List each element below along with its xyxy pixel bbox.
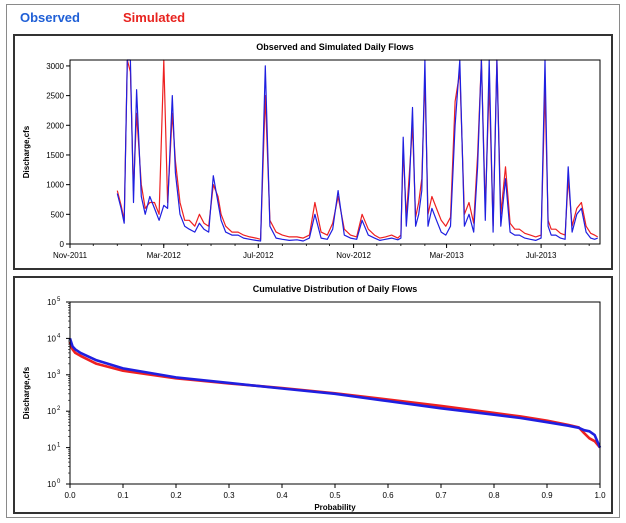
- x-tick-label-0-4: 0.4: [276, 491, 288, 500]
- y-tick-label-500: 500: [51, 210, 65, 219]
- x-tick-label-jul-2012: Jul-2012: [243, 251, 274, 260]
- y-tick-label-exponent-2: 2: [57, 406, 61, 412]
- x-tick-label-mar-2012: Mar-2012: [147, 251, 182, 260]
- daily-flows-chart-panel: Observed and Simulated Daily Flows 0 500 10…: [13, 34, 613, 270]
- x-tick-label-0-7: 0.7: [435, 491, 447, 500]
- y-tick-label-1000: 1000: [46, 181, 64, 190]
- x-tick-label-0-2: 0.2: [170, 491, 182, 500]
- cumulative-distribution-chart: Cumulative Distribution of Daily Flows10…: [22, 284, 606, 512]
- chart-title: Cumulative Distribution of Daily Flows: [253, 284, 418, 294]
- y-tick-label-base: 10: [47, 371, 56, 380]
- y-tick-label-exponent-5: 5: [57, 297, 61, 303]
- y-tick-label-base: 10: [47, 480, 56, 489]
- chart-title: Observed and Simulated Daily Flows: [256, 42, 414, 52]
- y-axis-title: Discharge,cfs: [22, 125, 31, 178]
- x-tick-label-nov-2011: Nov-2011: [53, 251, 88, 260]
- plot-area-border: [69, 59, 601, 245]
- y-tick-label-2000: 2000: [46, 121, 64, 130]
- x-tick-label-0-5: 0.5: [329, 491, 341, 500]
- y-tick-label-2500: 2500: [46, 92, 64, 101]
- x-tick-label-0-1: 0.1: [117, 491, 129, 500]
- legend-simulated-label: Simulated: [123, 10, 186, 25]
- series-line-observed: [68, 338, 602, 449]
- y-tick-label-base: 10: [47, 298, 56, 307]
- y-tick-label-exponent-1: 1: [57, 443, 61, 449]
- cumulative-distribution-chart-panel: Cumulative Distribution of Daily Flows 10…: [13, 276, 613, 514]
- y-axis-title: Discharge,cfs: [22, 366, 31, 419]
- y-tick-label-1500: 1500: [46, 151, 64, 160]
- x-tick-label-0-8: 0.8: [488, 491, 500, 500]
- x-axis-title: Probability: [314, 503, 356, 512]
- x-tick-label-nov-2012: Nov-2012: [336, 251, 371, 260]
- series-line-observed: [116, 59, 598, 242]
- y-tick-label-exponent-3: 3: [57, 370, 61, 376]
- x-tick-label-0-3: 0.3: [223, 491, 235, 500]
- y-tick-label-exponent-0: 0: [57, 479, 61, 485]
- daily-flows-chart: Observed and Simulated Daily Flows 0 500 10…: [22, 42, 601, 260]
- x-tick-label-0-0: 0.0: [64, 491, 76, 500]
- y-tick-label-exponent-4: 4: [57, 333, 61, 339]
- x-tick-label-jul-2013: Jul-2013: [526, 251, 557, 260]
- y-tick-label-base: 10: [47, 444, 56, 453]
- series-line-simulated: [116, 59, 599, 240]
- x-tick-label-1-0: 1.0: [594, 491, 606, 500]
- y-tick-label-base: 10: [47, 407, 56, 416]
- x-tick-label-0-9: 0.9: [541, 491, 553, 500]
- y-tick-label-3000: 3000: [46, 62, 64, 71]
- x-tick-label-mar-2013: Mar-2013: [429, 251, 464, 260]
- y-tick-label-0: 0: [60, 240, 65, 249]
- y-tick-label-base: 10: [47, 334, 56, 343]
- legend-observed-label: Observed: [20, 10, 80, 25]
- x-tick-label-0-6: 0.6: [382, 491, 394, 500]
